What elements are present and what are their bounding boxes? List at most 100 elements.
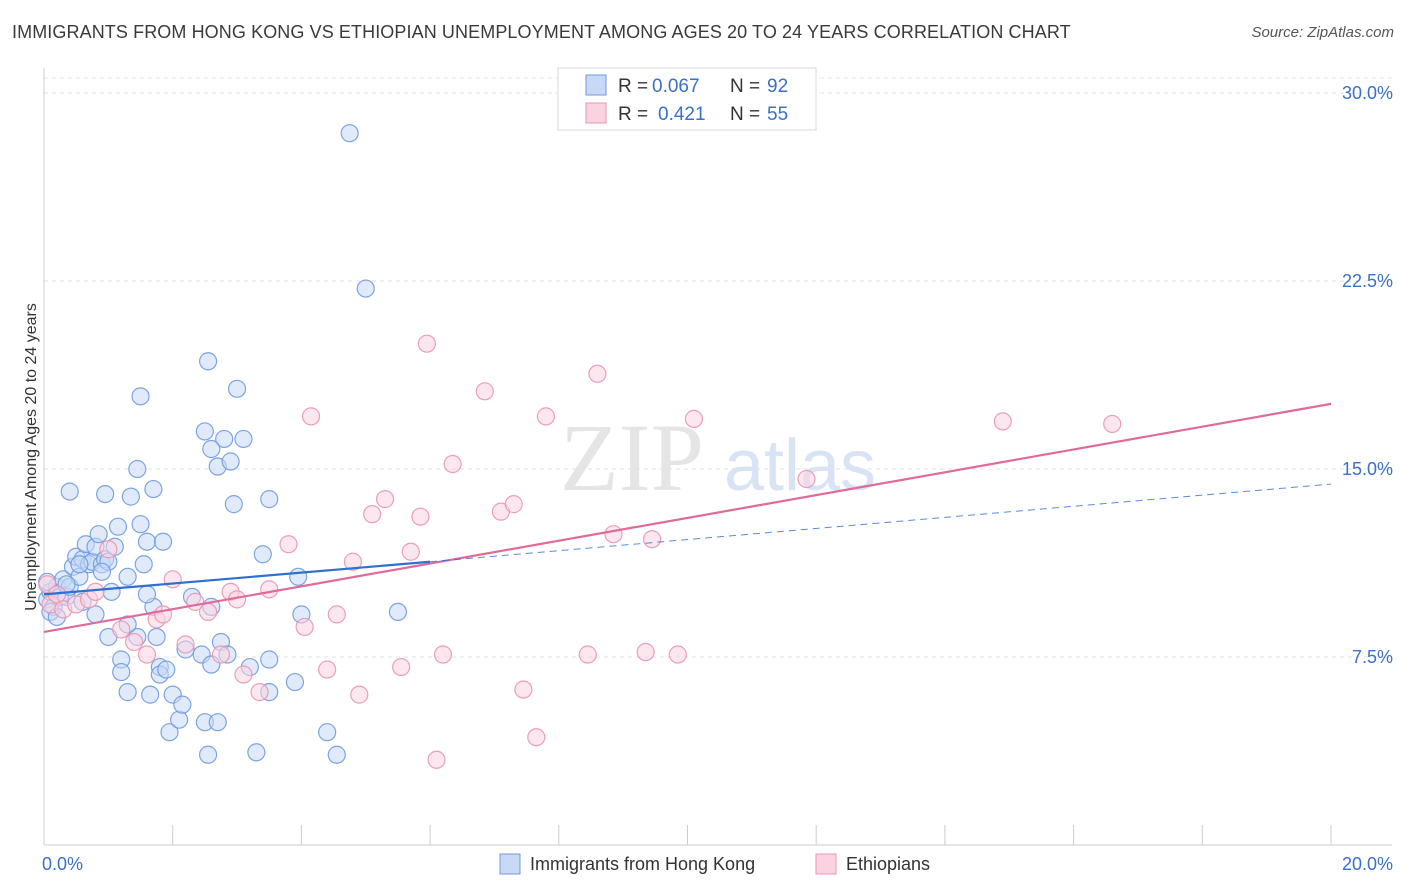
point-hk-22 (102, 582, 121, 601)
point-eth-6 (86, 582, 105, 601)
legend-r-value-hk: 0.067 (652, 76, 700, 97)
point-eth-45 (578, 645, 597, 664)
point-eth-14 (176, 635, 195, 654)
point-hk-70 (247, 743, 266, 762)
point-eth-29 (350, 685, 369, 704)
legend-r-label-hk: R = (618, 76, 648, 97)
point-hk-31 (144, 479, 163, 499)
legend-stats: R = 0.067 N = 92 R = 0.421 N = 55 (557, 67, 817, 131)
point-eth-27 (327, 605, 346, 624)
point-hk-66 (224, 495, 243, 514)
point-eth-35 (417, 334, 436, 353)
point-hk-28 (131, 515, 150, 534)
point-hk-83 (195, 422, 214, 441)
point-hk-49 (160, 723, 179, 742)
legend-series: Immigrants from Hong Kong Ethiopians (499, 853, 930, 875)
point-eth-9 (124, 632, 144, 652)
point-hk-41 (112, 662, 131, 682)
point-eth-16 (198, 602, 218, 622)
point-eth-23 (279, 535, 298, 554)
point-hk-42 (118, 683, 137, 702)
point-hk-86 (70, 555, 89, 574)
point-eth-53 (993, 412, 1012, 431)
legend-r-value-eth: 0.421 (658, 104, 706, 125)
point-eth-42 (514, 680, 533, 699)
point-hk-37 (86, 605, 105, 624)
point-hk-51 (170, 710, 189, 729)
point-eth-17 (211, 645, 231, 664)
trend-lines (43, 402, 1332, 634)
point-eth-10 (137, 645, 157, 664)
point-eth-7 (99, 540, 118, 559)
point-hk-34 (96, 484, 115, 504)
y-axis-label: Unemployment Among Ages 20 to 24 years (23, 303, 40, 611)
legend-r-label-eth: R = (618, 104, 648, 125)
point-eth-44 (536, 407, 556, 426)
point-hk-81 (356, 279, 375, 298)
point-hk-82 (388, 602, 408, 622)
point-eth-38 (443, 454, 462, 474)
point-eth-34 (411, 507, 430, 526)
legend-stats-swatch-eth (585, 102, 607, 124)
point-eth-37 (433, 645, 453, 664)
point-hk-57 (198, 745, 218, 764)
point-hk-44 (141, 685, 160, 704)
point-hk-32 (153, 532, 173, 551)
point-eth-41 (504, 495, 523, 514)
point-eth-46 (588, 364, 607, 383)
point-eth-25 (301, 407, 321, 426)
point-hk-79 (327, 745, 346, 764)
point-hk-30 (137, 532, 157, 551)
series-ethiopians-points (38, 334, 1122, 769)
point-eth-24 (295, 617, 314, 637)
point-hk-18 (89, 525, 108, 544)
trend-line-hong-kong-extrapolated (430, 483, 1332, 563)
x-tick-label-max: 20.0% (1342, 854, 1393, 874)
point-eth-20 (234, 665, 253, 684)
point-hk-27 (128, 459, 147, 479)
watermark-atlas: atlas (724, 426, 876, 506)
point-eth-48 (636, 642, 655, 662)
point-eth-39 (475, 382, 494, 401)
x-tick-label-min: 0.0% (42, 854, 83, 874)
legend-swatch-hk (499, 853, 521, 875)
point-eth-50 (668, 645, 687, 664)
legend-n-value-eth: 55 (767, 104, 788, 125)
point-hk-67 (227, 379, 247, 398)
trend-line-ethiopians (43, 402, 1332, 634)
point-eth-13 (163, 570, 182, 589)
point-hk-63 (215, 429, 234, 449)
point-hk-90 (92, 562, 112, 581)
legend-label-hk: Immigrants from Hong Kong (530, 854, 755, 874)
point-eth-43 (527, 728, 546, 747)
point-hk-76 (289, 567, 308, 586)
point-hk-80 (340, 124, 359, 143)
point-hk-78 (318, 723, 337, 742)
point-hk-91 (137, 585, 157, 604)
watermark-zip: ZIP (560, 404, 704, 511)
y-tick-label-0: 7.5% (1352, 647, 1393, 667)
point-eth-36 (427, 750, 446, 769)
point-hk-35 (131, 387, 150, 406)
y-tick-label-3: 30.0% (1342, 83, 1393, 103)
point-hk-33 (60, 482, 79, 501)
legend-n-label-eth: N = (730, 104, 760, 125)
point-eth-52 (797, 469, 816, 489)
trend-line-hong-kong (43, 560, 431, 596)
point-hk-48 (157, 660, 176, 679)
point-eth-31 (375, 490, 395, 509)
point-eth-33 (401, 542, 420, 561)
point-eth-22 (260, 580, 279, 599)
point-eth-51 (684, 409, 704, 429)
point-eth-54 (1103, 414, 1122, 434)
legend-stats-swatch-hk (585, 74, 607, 96)
point-hk-52 (173, 695, 192, 714)
point-eth-49 (643, 530, 662, 549)
point-hk-74 (260, 490, 279, 509)
point-eth-32 (392, 657, 411, 677)
legend-swatch-eth (815, 853, 837, 875)
point-hk-68 (234, 429, 253, 449)
source-credit: Source: ZipAtlas.com (1251, 24, 1394, 41)
point-hk-45 (147, 627, 166, 647)
point-hk-71 (253, 545, 272, 564)
